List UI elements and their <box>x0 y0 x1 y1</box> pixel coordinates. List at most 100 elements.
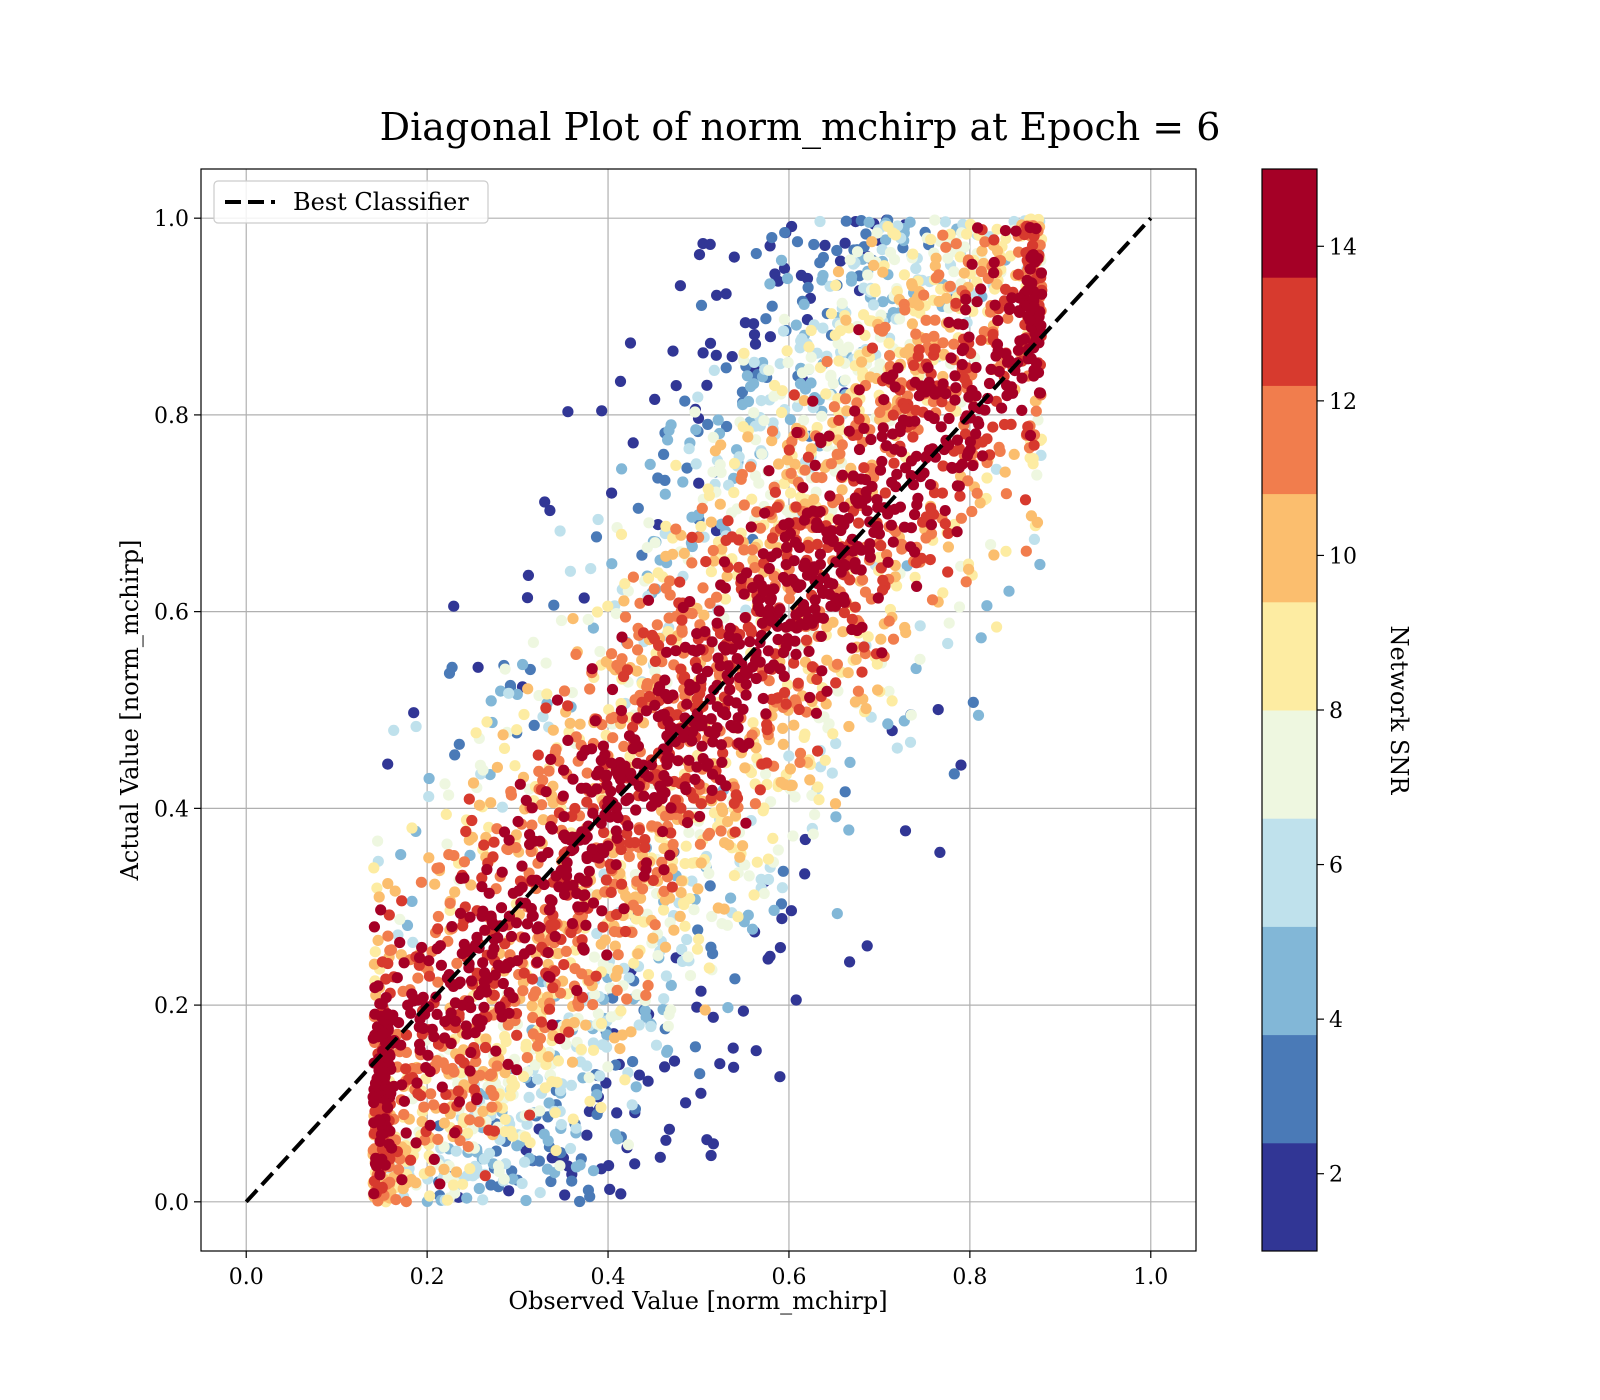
scatter-point <box>512 885 525 897</box>
scatter-point <box>758 887 770 900</box>
scatter-point <box>479 924 491 936</box>
scatter-point <box>576 968 588 980</box>
scatter-point <box>446 921 458 933</box>
scatter-point <box>805 443 817 455</box>
scatter-point <box>712 902 724 914</box>
scatter-point <box>418 1101 430 1113</box>
scatter-point <box>929 260 941 272</box>
scatter-point <box>543 1003 556 1015</box>
scatter-point <box>408 707 420 719</box>
scatter-point <box>899 621 911 634</box>
scatter-point <box>777 325 790 337</box>
scatter-point <box>465 975 478 987</box>
scatter-point <box>540 657 552 669</box>
scatter-point <box>473 989 485 1001</box>
scatter-point <box>736 386 749 398</box>
scatter-point <box>643 572 655 584</box>
scatter-point <box>725 892 737 904</box>
scatter-point <box>642 979 654 992</box>
scatter-point <box>686 511 698 523</box>
scatter-point <box>545 1175 557 1188</box>
scatter-point <box>470 727 482 739</box>
scatter-point <box>382 930 394 942</box>
scatter-point <box>553 881 565 893</box>
scatter-point <box>533 765 545 778</box>
scatter-point <box>874 464 887 476</box>
scatter-point <box>615 1005 627 1017</box>
scatter-point <box>428 1099 440 1111</box>
scatter-point <box>641 681 653 693</box>
scatter-point <box>647 932 659 944</box>
scatter-point <box>407 936 419 949</box>
scatter-point <box>817 251 830 264</box>
scatter-point <box>789 458 801 470</box>
scatter-point <box>719 593 732 605</box>
scatter-point <box>578 592 590 604</box>
scatter-point <box>638 790 650 802</box>
scatter-point <box>452 1085 464 1097</box>
scatter-point <box>817 572 829 584</box>
scatter-point <box>595 754 607 767</box>
scatter-point <box>943 412 955 425</box>
scatter-point <box>1028 301 1040 313</box>
scatter-point <box>697 753 709 765</box>
scatter-point <box>807 505 819 517</box>
scatter-point <box>985 539 997 551</box>
scatter-point <box>660 810 672 822</box>
scatter-point <box>758 802 770 814</box>
scatter-point <box>768 390 780 402</box>
scatter-point <box>571 984 583 997</box>
scatter-point <box>369 1008 381 1020</box>
scatter-point <box>766 425 779 437</box>
scatter-point <box>376 998 388 1010</box>
scatter-point <box>907 431 919 443</box>
scatter-point <box>477 1105 489 1117</box>
scatter-point <box>815 630 827 643</box>
scatter-point <box>654 780 666 792</box>
scatter-point <box>615 1188 627 1200</box>
scatter-point <box>619 1074 631 1086</box>
scatter-point <box>388 1080 400 1092</box>
scatter-point <box>612 1133 624 1145</box>
scatter-point <box>490 1045 502 1057</box>
scatter-point <box>950 238 962 250</box>
scatter-point <box>877 422 889 434</box>
scatter-point <box>458 856 470 868</box>
scatter-point <box>950 297 962 309</box>
scatter-point <box>715 579 727 591</box>
scatter-point <box>970 390 982 402</box>
scatter-point <box>516 1177 528 1190</box>
scatter-point <box>864 371 876 383</box>
scatter-point <box>942 527 954 540</box>
scatter-point <box>555 614 568 627</box>
scatter-point <box>383 909 395 921</box>
scatter-point <box>749 338 762 350</box>
scatter-point <box>721 420 733 433</box>
scatter-point <box>651 619 663 631</box>
scatter-point <box>1014 306 1026 318</box>
scatter-point <box>819 754 831 766</box>
scatter-point <box>1016 372 1028 384</box>
scatter-point <box>443 667 456 679</box>
scatter-point <box>937 587 949 599</box>
scatter-point <box>936 487 949 499</box>
scatter-point <box>738 499 750 511</box>
scatter-point <box>540 786 552 798</box>
scatter-point <box>1000 488 1013 500</box>
scatter-point <box>797 482 809 494</box>
scatter-point <box>894 501 907 513</box>
scatter-point <box>741 567 753 579</box>
scatter-point <box>592 1008 604 1020</box>
scatter-point <box>946 462 959 474</box>
scatter-point <box>596 905 608 917</box>
scatter-point <box>949 394 961 406</box>
scatter-point <box>636 696 648 708</box>
scatter-point <box>644 458 656 470</box>
scatter-point <box>914 653 926 665</box>
scatter-point <box>623 792 635 805</box>
scatter-point <box>1024 452 1036 464</box>
scatter-point <box>972 222 984 234</box>
scatter-point <box>706 636 718 648</box>
scatter-points <box>367 213 1048 1208</box>
scatter-point <box>420 1062 432 1074</box>
